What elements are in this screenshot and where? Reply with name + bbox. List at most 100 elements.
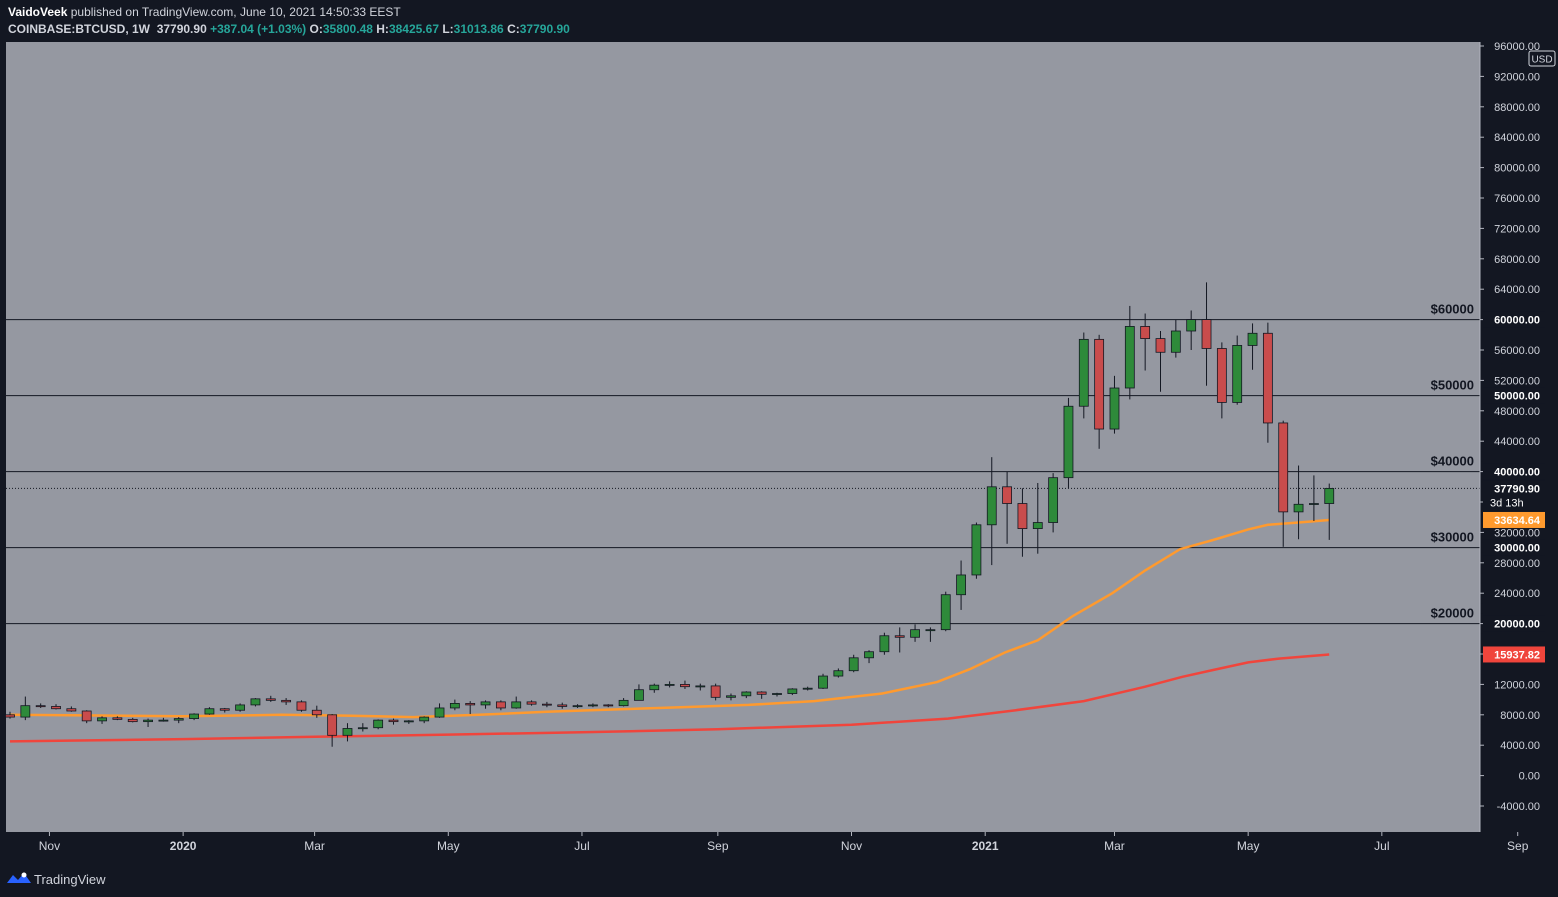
symbol-name[interactable]: COINBASE:BTCUSD, 1W bbox=[8, 22, 151, 36]
price-tick-label: 4000.00 bbox=[1500, 740, 1540, 752]
candle bbox=[250, 698, 261, 707]
chart-header: VaidoVeek published on TradingView.com, … bbox=[0, 0, 1558, 42]
candle-body bbox=[1293, 503, 1304, 513]
candle bbox=[986, 457, 997, 566]
candle-body bbox=[480, 701, 491, 706]
candle-body bbox=[373, 719, 384, 729]
candle bbox=[572, 704, 583, 708]
candle-body bbox=[588, 704, 598, 707]
brand-name[interactable]: TradingView bbox=[34, 872, 106, 887]
level-label: $60000 bbox=[1431, 302, 1474, 317]
candle-body bbox=[910, 629, 920, 638]
open-value: 35800.48 bbox=[322, 22, 373, 36]
price-tick-label: 24000.00 bbox=[1494, 588, 1540, 600]
candle-body bbox=[511, 701, 522, 709]
level-label: $50000 bbox=[1431, 378, 1474, 393]
candle bbox=[802, 686, 813, 691]
candle-body bbox=[802, 687, 813, 690]
candlestick-chart[interactable]: $60000 $50000 $40000 $30000 $20000 -4000.00 0… bbox=[0, 42, 1558, 860]
candle-body bbox=[1048, 477, 1059, 523]
candle bbox=[1140, 313, 1151, 371]
candle bbox=[357, 723, 368, 732]
currency-badge[interactable]: USD bbox=[1528, 50, 1556, 67]
candle bbox=[1063, 397, 1074, 489]
level-axis-label-background bbox=[1483, 311, 1545, 328]
candle bbox=[204, 707, 215, 715]
candle-body bbox=[956, 574, 966, 596]
candle bbox=[956, 560, 966, 610]
price-tick-label: 48000.00 bbox=[1494, 406, 1540, 418]
candle-body bbox=[327, 714, 338, 736]
candle bbox=[1094, 334, 1105, 449]
candle-body bbox=[680, 684, 690, 688]
candle bbox=[1262, 322, 1273, 443]
candle-body bbox=[1309, 503, 1319, 505]
candle-body bbox=[864, 651, 874, 659]
candle bbox=[1186, 310, 1197, 350]
last-price-axis-label-background bbox=[1483, 480, 1545, 511]
candle bbox=[664, 681, 675, 688]
candle bbox=[971, 522, 982, 579]
price-tick-label: 88000.00 bbox=[1494, 102, 1540, 114]
low-value: 31013.86 bbox=[453, 22, 504, 36]
candle-body bbox=[20, 705, 31, 718]
candle bbox=[189, 713, 199, 721]
candle-body bbox=[81, 710, 92, 722]
candle-body bbox=[726, 695, 736, 698]
candle-body bbox=[818, 675, 828, 689]
candle bbox=[5, 711, 15, 719]
candle-body bbox=[664, 684, 675, 686]
price-tick-label: 64000.00 bbox=[1494, 284, 1540, 296]
candle bbox=[20, 696, 31, 721]
time-tick-label: Nov bbox=[841, 839, 862, 853]
candle bbox=[511, 696, 522, 709]
candle bbox=[1155, 331, 1166, 392]
candle bbox=[51, 704, 61, 710]
author-name[interactable]: VaidoVeek bbox=[8, 5, 68, 19]
level-label: $30000 bbox=[1431, 530, 1474, 545]
candle-body bbox=[986, 486, 997, 526]
candle bbox=[741, 691, 752, 699]
price-tick-label: 8000.00 bbox=[1500, 710, 1540, 722]
candle bbox=[1170, 319, 1181, 358]
candle bbox=[327, 714, 338, 747]
candle-body bbox=[281, 699, 292, 703]
candle-body bbox=[1078, 338, 1089, 407]
candle bbox=[66, 706, 77, 712]
time-axis[interactable] bbox=[0, 832, 1480, 860]
level-label: $20000 bbox=[1431, 606, 1474, 621]
ma-long-axis-label: 15937.82 bbox=[1494, 649, 1540, 661]
candle-body bbox=[173, 718, 184, 721]
candle bbox=[542, 701, 552, 708]
price-axis[interactable] bbox=[1480, 42, 1558, 860]
candle-body bbox=[695, 685, 706, 688]
candle-body bbox=[879, 635, 890, 653]
candle-body bbox=[1140, 326, 1151, 340]
horizontal-levels: $60000 $50000 $40000 $30000 $20000 bbox=[6, 302, 1480, 625]
candle-body bbox=[1324, 487, 1335, 504]
tradingview-logo-icon[interactable] bbox=[6, 870, 32, 886]
candle-body bbox=[265, 698, 276, 701]
candle-body bbox=[772, 693, 782, 695]
ma-short-axis-label-background bbox=[1483, 511, 1545, 528]
candle-body bbox=[495, 701, 506, 709]
candle bbox=[281, 698, 292, 705]
candle bbox=[1032, 483, 1043, 554]
symbol-info: COINBASE:BTCUSD, 1W 37790.90 +387.04 (+1… bbox=[8, 22, 570, 36]
candle-body bbox=[143, 719, 153, 723]
last-price-axis-label: 37790.90 bbox=[1494, 483, 1540, 495]
candle bbox=[1124, 305, 1135, 400]
candle-body bbox=[97, 717, 107, 722]
candle bbox=[818, 673, 828, 689]
candle-body bbox=[1186, 319, 1197, 332]
time-axis-ticks: Nov2020MarMayJulSepNov2021MarMayJulSepNo… bbox=[39, 832, 1529, 853]
candle-body bbox=[618, 699, 629, 707]
level-axis-label: 20000.00 bbox=[1494, 619, 1540, 631]
candle-body bbox=[51, 706, 61, 710]
candle bbox=[772, 692, 782, 697]
high-label: H: bbox=[376, 22, 389, 36]
currency-label: USD bbox=[1531, 55, 1552, 66]
plot-background bbox=[6, 42, 1480, 832]
level-axis-label-background bbox=[1483, 615, 1545, 632]
candle-body bbox=[5, 714, 15, 718]
